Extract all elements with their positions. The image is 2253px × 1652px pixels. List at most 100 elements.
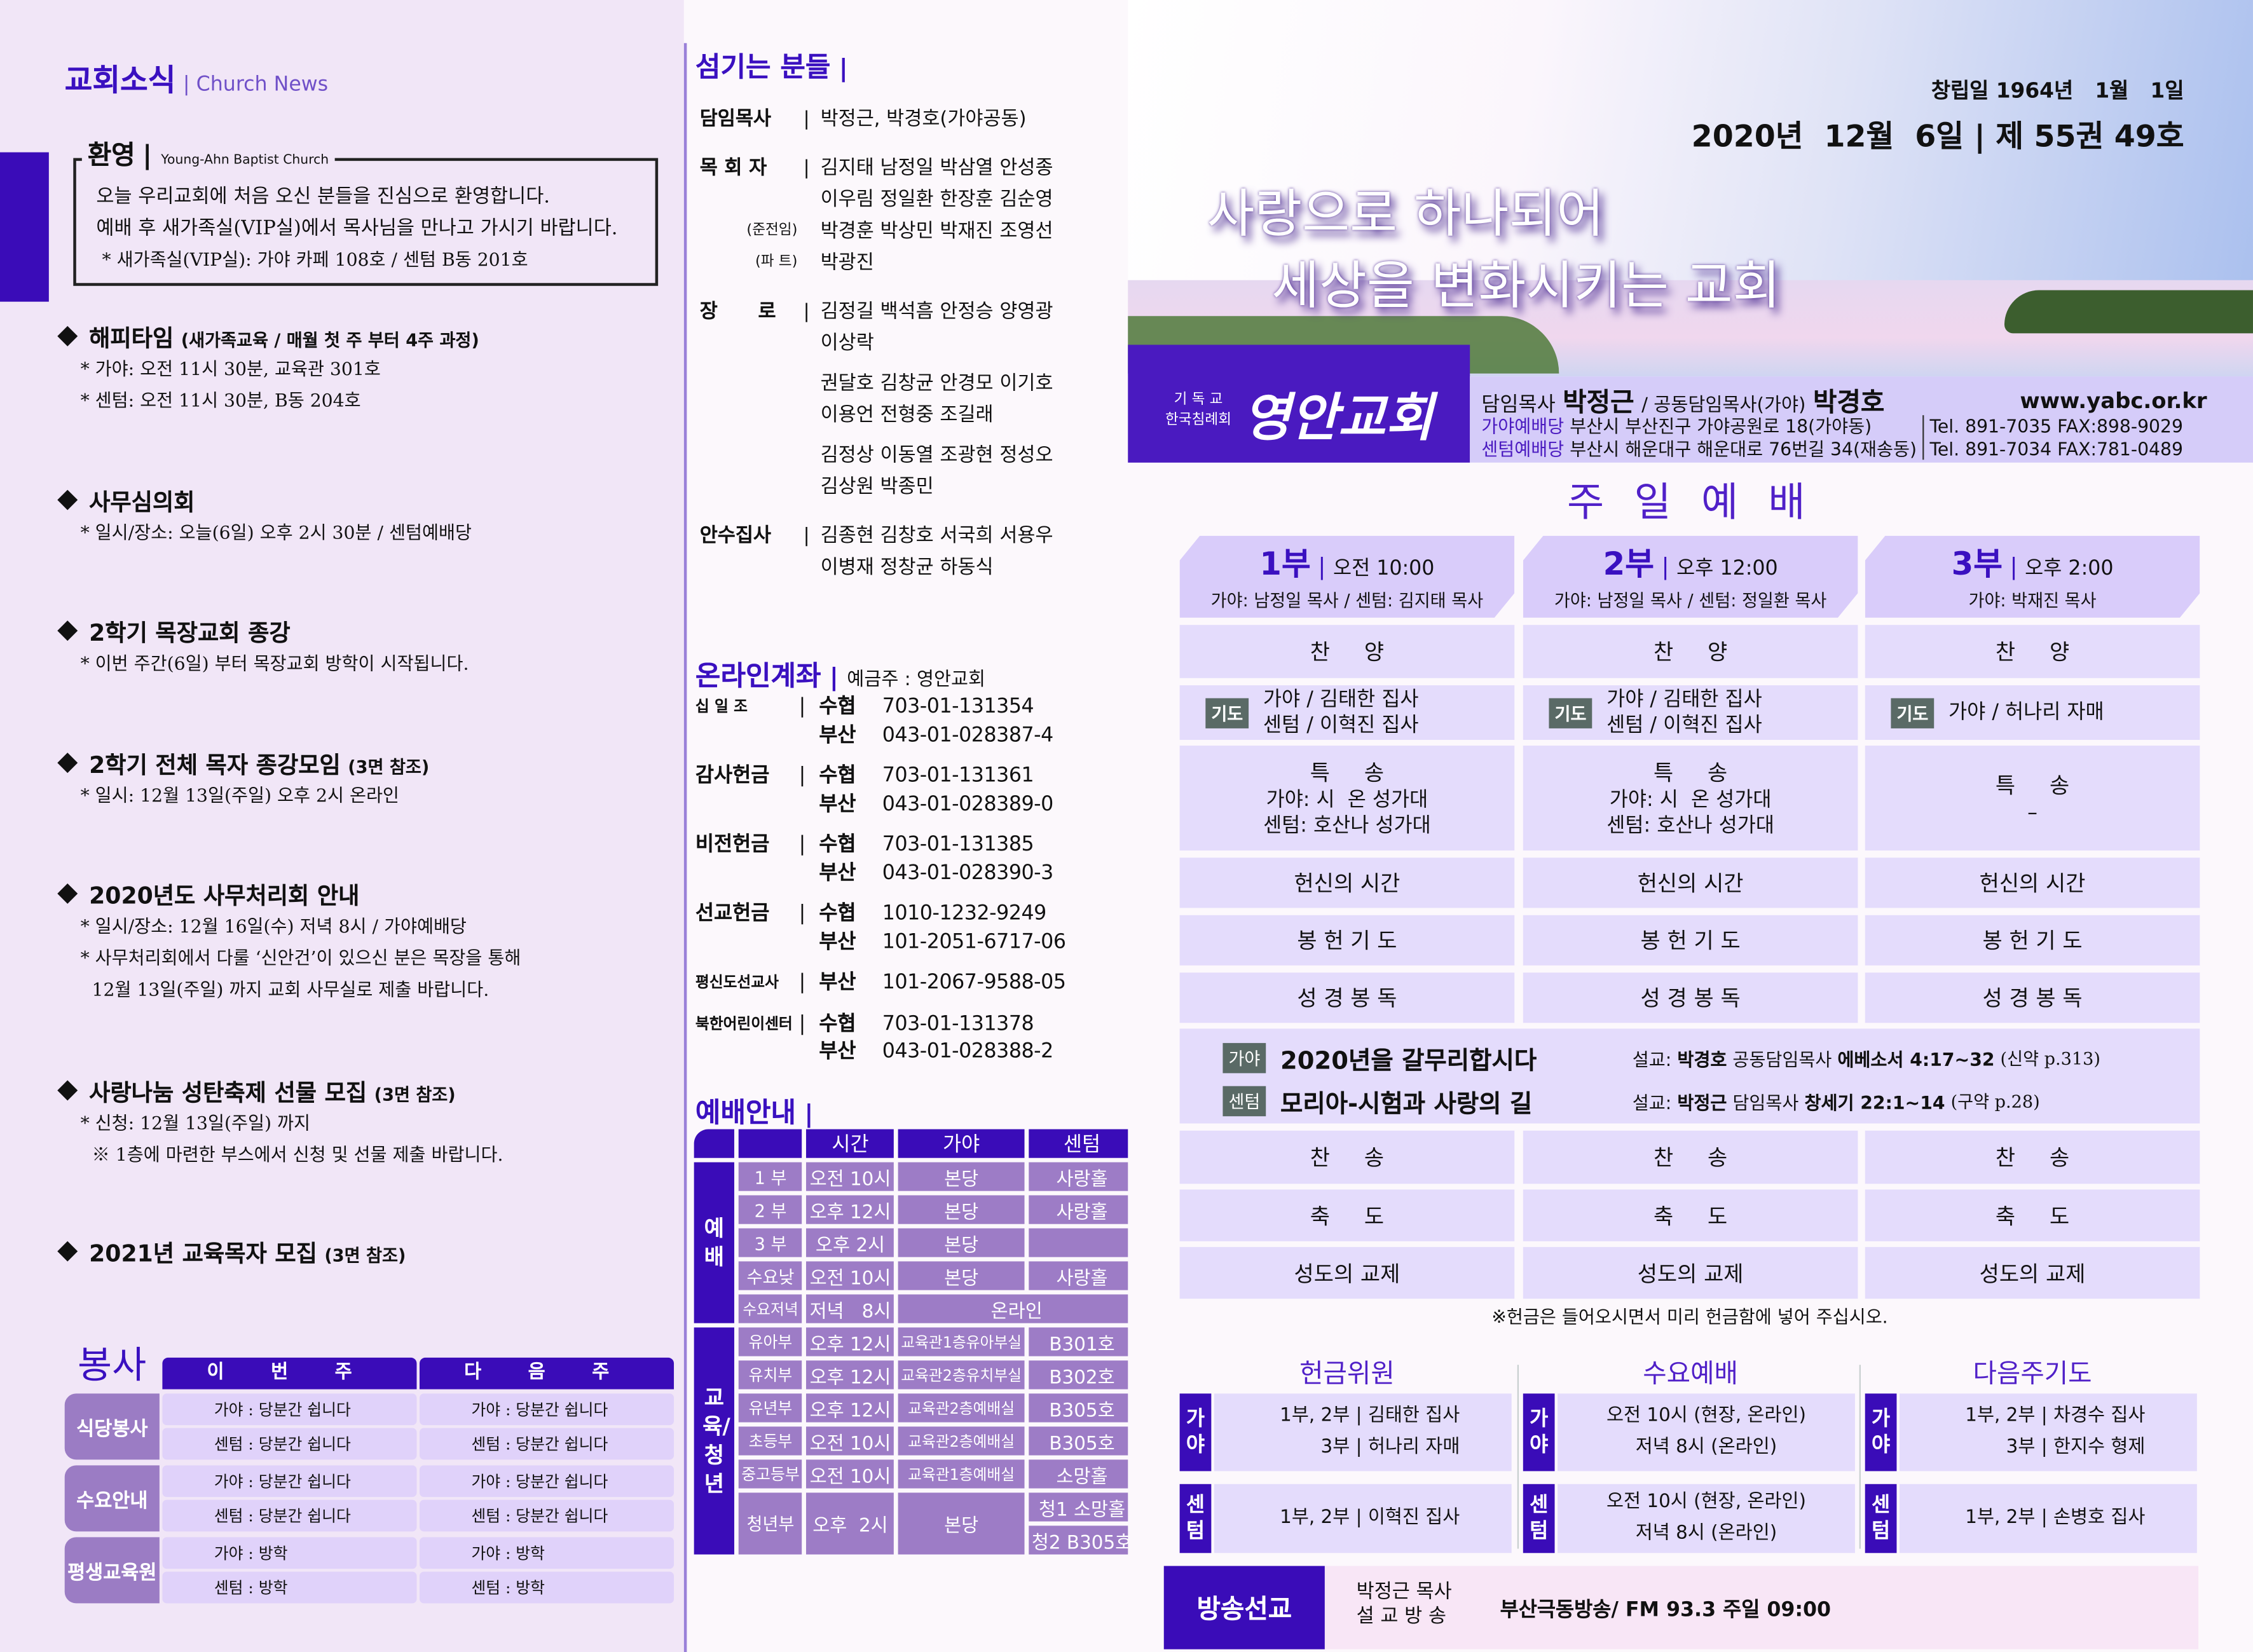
account-number: 703-01-131378	[882, 1012, 1034, 1035]
servant-row: 김상원 박종민	[700, 471, 1116, 503]
sermon-row: 센텀 모리아-시험과 사랑의 길 설교: 박정근 담임목사 창세기 22:1~14 (구약 …	[1222, 1083, 2200, 1119]
broadcast-who: 박정근 목사 설 교 방 송	[1357, 1580, 1452, 1629]
website-link[interactable]: www.yabc.or.kr	[2020, 388, 2207, 414]
prayer-badge: 기도	[1549, 697, 1592, 728]
spacer	[695, 929, 799, 957]
prayer-leader: 센텀 / 이혁진 집사	[1606, 714, 1762, 737]
service-number: 2부	[1603, 547, 1654, 584]
accent-block	[0, 152, 49, 302]
order-label: 헌신의 시간	[1637, 870, 1744, 897]
order-offering: 봉 헌 기 도	[1523, 915, 1858, 966]
guide-cell: 수요저녁	[738, 1294, 803, 1323]
guide-cell: 본당	[898, 1162, 1025, 1191]
order-label: 봉 헌 기 도	[1982, 928, 2083, 954]
info-band: 담임목사 박정근 / 공동담임목사(가야) 박경호 www.yabc.or.kr…	[1470, 376, 2253, 463]
guide-cell: 수요낮	[738, 1261, 803, 1290]
guide-header: 시간	[807, 1129, 894, 1158]
guide-cell: 유년부	[738, 1393, 803, 1423]
order-scripture: 성 경 봉 독	[1865, 973, 2200, 1023]
order-label: 봉 헌 기 도	[1297, 928, 1397, 954]
service-number: 3부	[1951, 547, 2003, 584]
panel-cell: 1부, 2부 | 이혁진 집사	[1214, 1484, 1512, 1553]
header-image	[1128, 0, 2253, 377]
servant-row: 장 로 | 김정길 백석흠 안정승 양영광	[700, 296, 1116, 328]
servant-row: 이용언 전형중 조길래	[700, 399, 1116, 431]
duty-cell: 센텀 : 당분간 쉽니다	[419, 1499, 675, 1532]
account-number: 1010-1232-9249	[882, 902, 1047, 925]
duty-cell: 가야 : 당분간 쉽니다	[419, 1393, 675, 1426]
news-item-line: * 가야: 오전 11시 30분, 교육관 301호	[80, 357, 381, 379]
order-label: 찬 송	[1653, 1145, 1728, 1171]
order-offering: 봉 헌 기 도	[1179, 915, 1515, 966]
guide-row: 교육/청년 유아부 오후 12시 교육관1층유아부실 B301호	[694, 1327, 1135, 1555]
servant-row: 담임목사 | 박정근, 박경호(가야공동)	[700, 104, 1116, 135]
sermon-site-badge: 센텀	[1222, 1086, 1266, 1117]
phone-block: Tel. 891-7035 FAX:898-9029 Tel. 891-7034…	[1922, 415, 2183, 460]
news-item: 2020년도 사무처리회 안내 * 일시/장소: 12월 16일(수) 저녁 8…	[57, 877, 675, 1006]
separator: |	[142, 140, 161, 171]
account-row: 북한어린이센터 | 수협 703-01-131378	[695, 1011, 1126, 1039]
service-time: 오후 12:00	[1676, 557, 1778, 581]
order-label: 성 경 봉 독	[1982, 985, 2083, 1012]
service-leaders: 가야: 박재진 목사	[1968, 590, 2097, 611]
service-leaders: 가야: 남정일 목사 / 센텀: 김지태 목사	[1210, 590, 1484, 611]
panel-line: 오전 10시 (현장, 온라인)	[1606, 1405, 1806, 1427]
order-label: 특 송	[1653, 760, 1728, 786]
guide-title: 예배안내	[695, 1097, 796, 1130]
service-header: 3부 | 오후 2:00 가야: 박재진 목사	[1865, 536, 2200, 618]
servant-row: 목 회 자 | 김지태 남정일 박삼열 안성종	[700, 153, 1116, 184]
service-heading: 1부 | 오전 10:00	[1180, 539, 1515, 585]
guide-cell: 3 부	[738, 1228, 803, 1257]
servant-row: 안수집사 | 김종현 김창호 서국희 서용우	[700, 520, 1116, 552]
sermon-preacher: 박정근	[1677, 1091, 1727, 1114]
news-item: 사무심의회 * 일시/장소: 오늘(6일) 오후 2시 30분 / 센텀예배당	[57, 482, 675, 549]
account-number: 043-01-028388-2	[882, 1040, 1054, 1063]
servant-row: 김정상 이동열 조광현 정성오	[700, 440, 1116, 472]
spacer	[700, 368, 804, 400]
sermon-title: 모리아-시험과 사랑의 길	[1280, 1090, 1533, 1119]
address-text: 부산시 부산진구 가야공원로 18(가야동)	[1570, 415, 1872, 437]
church-logo: 영안교회	[1243, 388, 1434, 449]
separator: |	[830, 54, 848, 84]
bank-name: 수협	[819, 902, 856, 925]
guide-cell: 유아부	[738, 1327, 803, 1356]
account-row: 부산 043-01-028388-2	[695, 1039, 1126, 1067]
order-praise: 찬 양	[1523, 625, 1858, 678]
news-item-heading: 2학기 목장교회 종강	[57, 613, 675, 648]
co-pastor: 박경호	[1813, 388, 1885, 418]
right-column: 창립일 1964년 1월 1일 2020년 12월 6일 | 제 55권 49호…	[1128, 0, 2253, 1652]
bank-name: 수협	[819, 695, 856, 719]
slogan-line-1: 사랑으로 하나되어	[1207, 185, 1605, 245]
prayer-badge: 기도	[1891, 697, 1935, 728]
news-item-title: 2020년도 사무처리회 안내	[89, 882, 360, 910]
guide-group-worship: 예배	[694, 1162, 734, 1323]
news-item-heading: 2020년도 사무처리회 안내	[57, 877, 675, 911]
panel-cell: 1부, 2부 | 김태한 집사 3부 | 허나리 자매	[1214, 1393, 1512, 1471]
diamond-bullet-icon	[57, 1080, 78, 1101]
accounts-title: 온라인계좌	[695, 660, 821, 693]
news-item-note: (3면 참조)	[348, 757, 430, 777]
account-row: 십 일 조 | 수협 703-01-131354	[695, 694, 1126, 722]
guide-cell: 본당	[898, 1492, 1025, 1555]
servant-names: 박광진	[820, 251, 874, 275]
left-column: 교회소식 | Church News 환영 | Young-Ahn Baptis…	[0, 0, 684, 1652]
diamond-bullet-icon	[57, 1241, 78, 1262]
order-label: 찬 양	[1310, 639, 1385, 666]
order-special: 특 송 가야: 시 온 성가대 센텀: 호산나 성가대	[1179, 746, 1515, 851]
duty-header-this-week: 이 번 주	[162, 1357, 417, 1389]
spacer	[803, 327, 820, 359]
duty-cell: 가야 : 방학	[162, 1537, 417, 1569]
news-item-line: ※ 1층에 마련한 부스에서 신청 및 선물 제출 바랍니다.	[80, 1143, 503, 1166]
account-label: 선교헌금	[695, 902, 770, 925]
sermon-passage: 에베소서 4:17~32	[1837, 1048, 1995, 1070]
panel-divider	[1517, 1365, 1519, 1549]
separator: |	[803, 300, 810, 324]
prayer-leader: 가야 / 김태한 집사	[1263, 688, 1419, 711]
sermon-prefix: 설교:	[1632, 1091, 1672, 1114]
guide-cell: 오전 10시	[807, 1459, 894, 1489]
panel-title: 헌금위원	[1299, 1359, 1395, 1389]
account-number: 101-2051-6717-06	[882, 930, 1066, 953]
order-label: 성 경 봉 독	[1640, 985, 1741, 1012]
separator: |	[798, 902, 806, 925]
